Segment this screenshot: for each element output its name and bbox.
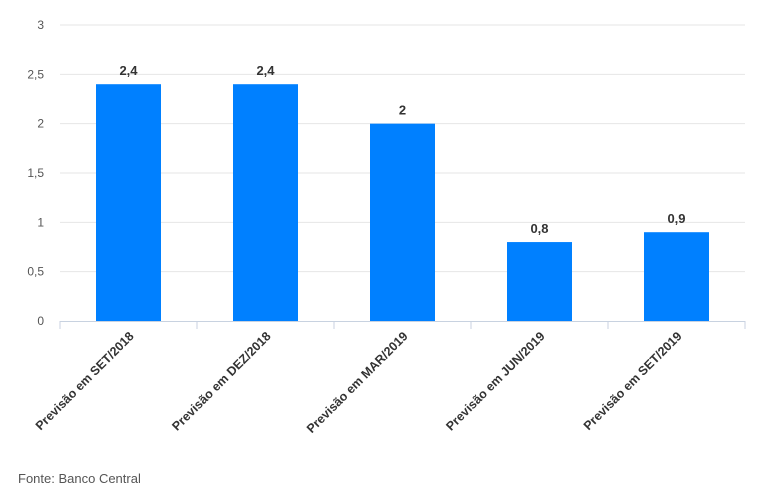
bar xyxy=(507,242,572,321)
x-tick-label: Previsão em SET/2018 xyxy=(33,329,137,433)
data-label: 0,9 xyxy=(667,211,685,226)
y-tick-label: 2 xyxy=(37,117,44,131)
x-axis: Previsão em SET/2018 Previsão em DEZ/2018… xyxy=(33,321,746,436)
data-label: 0,8 xyxy=(530,221,548,236)
y-tick-label: 0 xyxy=(37,314,44,328)
bar xyxy=(644,232,709,321)
data-label: 2 xyxy=(399,103,406,118)
y-tick-label: 3 xyxy=(37,18,44,32)
y-tick-label: 2,5 xyxy=(27,67,44,81)
x-tick-label: Previsão em SET/2019 xyxy=(581,329,685,433)
x-tick-label: Previsão em MAR/2019 xyxy=(304,329,411,436)
bar xyxy=(96,84,161,321)
y-tick-label: 1,5 xyxy=(27,166,44,180)
bar-chart: 0 0,5 1 1,5 2 2,5 3 2,4 2,4 2 0,8 0,9 Previsão em … xyxy=(27,18,746,436)
bars xyxy=(96,84,709,322)
x-tick-label: Previsão em JUN/2019 xyxy=(443,329,547,433)
x-tick-label: Previsão em DEZ/2018 xyxy=(169,329,273,433)
y-tick-label: 1 xyxy=(37,215,44,229)
source-note: Fonte: Banco Central xyxy=(18,471,141,486)
data-label: 2,4 xyxy=(119,63,138,78)
data-labels: 2,4 2,4 2 0,8 0,9 xyxy=(119,63,685,236)
y-axis-ticks: 0 0,5 1 1,5 2 2,5 3 xyxy=(27,18,44,328)
bar xyxy=(370,123,435,322)
data-label: 2,4 xyxy=(256,63,275,78)
y-tick-label: 0,5 xyxy=(27,265,44,279)
bar xyxy=(233,84,298,321)
